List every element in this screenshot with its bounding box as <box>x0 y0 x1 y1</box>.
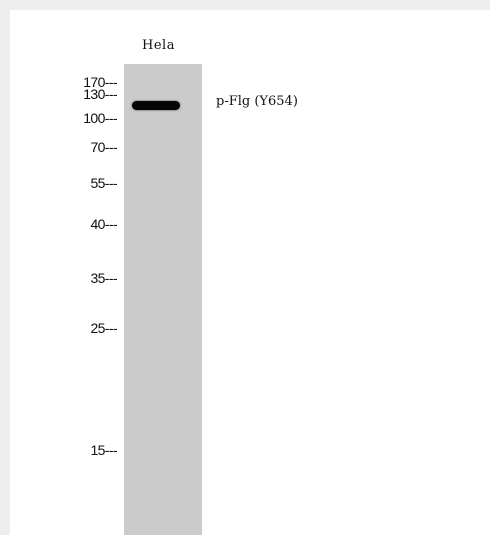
marker-130: 130--- <box>83 86 117 102</box>
lane-label: Hela <box>142 38 175 53</box>
marker-70: 70--- <box>90 139 117 155</box>
marker-15: 15--- <box>90 442 117 458</box>
marker-35: 35--- <box>90 270 117 286</box>
western-blot-figure: Hela 170--- 130--- 100--- 70--- 55--- 40… <box>10 10 490 535</box>
protein-band <box>132 101 180 110</box>
marker-55: 55--- <box>90 175 117 191</box>
marker-40: 40--- <box>90 216 117 232</box>
marker-170: 170--- <box>83 74 117 90</box>
gel-lane <box>124 64 202 535</box>
marker-100: 100--- <box>83 110 117 126</box>
marker-25: 25--- <box>90 320 117 336</box>
band-label: p-Flg (Y654) <box>216 94 298 109</box>
